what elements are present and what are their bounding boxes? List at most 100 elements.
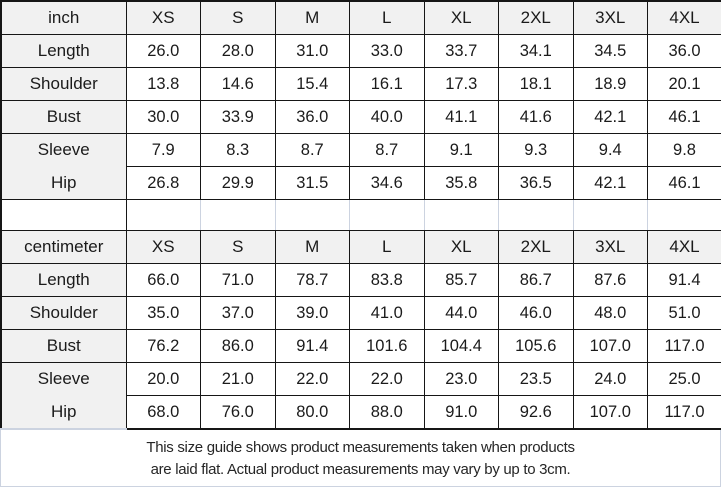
measurement-label: Length xyxy=(0,263,127,297)
measurement-value-cell: 16.1 xyxy=(349,67,425,101)
measurement-value-cell: 76.2 xyxy=(125,329,201,363)
inch-row-length: Length 26.0 28.0 31.0 33.0 33.7 34.1 34.5 36.0 xyxy=(0,34,721,68)
size-column-header: L xyxy=(349,0,425,35)
size-column-header: 3XL xyxy=(572,0,648,35)
measurement-value-cell: 40.0 xyxy=(349,100,425,134)
centimeter-unit-header: centimeter xyxy=(0,230,127,264)
inch-unit-header: inch xyxy=(0,0,127,35)
measurement-value-cell: 42.1 xyxy=(572,166,648,200)
size-guide-note: This size guide shows product measuremen… xyxy=(0,430,721,487)
measurement-value-cell: 66.0 xyxy=(125,263,201,297)
measurement-value-cell: 105.6 xyxy=(498,329,574,363)
measurement-label: Hip xyxy=(0,166,127,200)
measurement-label: Sleeve xyxy=(0,362,127,396)
measurement-value-cell: 91.0 xyxy=(423,395,499,430)
measurement-value-cell: 33.9 xyxy=(200,100,276,134)
measurement-value-cell: 91.4 xyxy=(647,263,721,297)
measurement-value-cell: 17.3 xyxy=(423,67,499,101)
centimeter-row-hip: Hip 68.0 76.0 80.0 88.0 91.0 92.6 107.0 117.0 xyxy=(0,395,721,430)
size-guide-note-line1: This size guide shows product measuremen… xyxy=(146,438,575,456)
measurement-value-cell: 37.0 xyxy=(200,296,276,330)
measurement-value-cell: 31.5 xyxy=(274,166,350,200)
inch-row-hip: Hip 26.8 29.9 31.5 34.6 35.8 36.5 42.1 46.1 xyxy=(0,166,721,200)
measurement-value-cell: 87.6 xyxy=(572,263,648,297)
measurement-value-cell: 51.0 xyxy=(647,296,721,330)
size-guide-note-line2: are laid flat. Actual product measuremen… xyxy=(150,460,571,478)
measurement-value-cell: 35.8 xyxy=(423,166,499,200)
measurement-value-cell: 92.6 xyxy=(498,395,574,430)
spacer-cell xyxy=(647,199,721,231)
measurement-value-cell: 7.9 xyxy=(125,133,201,167)
measurement-value-cell: 34.6 xyxy=(349,166,425,200)
measurement-value-cell: 34.5 xyxy=(572,34,648,68)
centimeter-row-bust: Bust 76.2 86.0 91.4 101.6 104.4 105.6 107.0 117.… xyxy=(0,329,721,363)
size-column-header: XL xyxy=(423,230,499,264)
measurement-value-cell: 35.0 xyxy=(125,296,201,330)
inch-row-bust: Bust 30.0 33.9 36.0 40.0 41.1 41.6 42.1 46.1 xyxy=(0,100,721,134)
measurement-value-cell: 46.1 xyxy=(647,166,721,200)
spacer-row xyxy=(0,199,721,231)
measurement-value-cell: 18.1 xyxy=(498,67,574,101)
measurement-value-cell: 28.0 xyxy=(200,34,276,68)
measurement-value-cell: 20.0 xyxy=(125,362,201,396)
spacer-cell xyxy=(125,199,201,231)
measurement-value-cell: 91.4 xyxy=(274,329,350,363)
centimeter-header-row: centimeter XS S M L XL 2XL 3XL 4XL xyxy=(0,230,721,264)
measurement-value-cell: 8.7 xyxy=(349,133,425,167)
measurement-value-cell: 9.4 xyxy=(572,133,648,167)
measurement-value-cell: 86.7 xyxy=(498,263,574,297)
measurement-value-cell: 41.0 xyxy=(349,296,425,330)
measurement-value-cell: 48.0 xyxy=(572,296,648,330)
measurement-value-cell: 76.0 xyxy=(200,395,276,430)
size-column-header: L xyxy=(349,230,425,264)
inch-row-shoulder: Shoulder 13.8 14.6 15.4 16.1 17.3 18.1 18.9 20.1 xyxy=(0,67,721,101)
measurement-label: Shoulder xyxy=(0,67,127,101)
measurement-value-cell: 107.0 xyxy=(572,395,648,430)
measurement-value-cell: 36.0 xyxy=(647,34,721,68)
measurement-value-cell: 24.0 xyxy=(572,362,648,396)
measurement-value-cell: 9.1 xyxy=(423,133,499,167)
measurement-label: Hip xyxy=(0,395,127,430)
measurement-value-cell: 29.9 xyxy=(200,166,276,200)
centimeter-row-sleeve: Sleeve 20.0 21.0 22.0 22.0 23.0 23.5 24.0 25.0 xyxy=(0,362,721,396)
measurement-value-cell: 80.0 xyxy=(274,395,350,430)
measurement-value-cell: 46.1 xyxy=(647,100,721,134)
spacer-cell xyxy=(349,199,425,231)
measurement-value-cell: 41.6 xyxy=(498,100,574,134)
inch-header-row: inch XS S M L XL 2XL 3XL 4XL xyxy=(0,0,721,35)
measurement-value-cell: 9.3 xyxy=(498,133,574,167)
measurement-label: Shoulder xyxy=(0,296,127,330)
measurement-value-cell: 31.0 xyxy=(274,34,350,68)
size-column-header: 2XL xyxy=(498,230,574,264)
size-column-header: 2XL xyxy=(498,0,574,35)
measurement-value-cell: 8.7 xyxy=(274,133,350,167)
measurement-value-cell: 18.9 xyxy=(572,67,648,101)
measurement-value-cell: 22.0 xyxy=(349,362,425,396)
spacer-cell xyxy=(200,199,276,231)
centimeter-row-length: Length 66.0 71.0 78.7 83.8 85.7 86.7 87.6 91.4 xyxy=(0,263,721,297)
centimeter-row-shoulder: Shoulder 35.0 37.0 39.0 41.0 44.0 46.0 48.0 51.0 xyxy=(0,296,721,330)
measurement-value-cell: 22.0 xyxy=(274,362,350,396)
measurement-value-cell: 33.0 xyxy=(349,34,425,68)
size-column-header: M xyxy=(274,230,350,264)
size-column-header: S xyxy=(200,0,276,35)
measurement-value-cell: 83.8 xyxy=(349,263,425,297)
spacer-cell xyxy=(498,199,574,231)
measurement-value-cell: 71.0 xyxy=(200,263,276,297)
measurement-value-cell: 46.0 xyxy=(498,296,574,330)
measurement-value-cell: 21.0 xyxy=(200,362,276,396)
measurement-value-cell: 107.0 xyxy=(572,329,648,363)
measurement-value-cell: 20.1 xyxy=(647,67,721,101)
measurement-value-cell: 42.1 xyxy=(572,100,648,134)
spacer-cell xyxy=(423,199,499,231)
measurement-label: Length xyxy=(0,34,127,68)
measurement-value-cell: 68.0 xyxy=(125,395,201,430)
size-column-header: 4XL xyxy=(647,0,721,35)
measurement-value-cell: 44.0 xyxy=(423,296,499,330)
inch-row-sleeve: Sleeve 7.9 8.3 8.7 8.7 9.1 9.3 9.4 9.8 xyxy=(0,133,721,167)
measurement-value-cell: 8.3 xyxy=(200,133,276,167)
measurement-label: Sleeve xyxy=(0,133,127,167)
measurement-value-cell: 23.5 xyxy=(498,362,574,396)
measurement-label: Bust xyxy=(0,329,127,363)
